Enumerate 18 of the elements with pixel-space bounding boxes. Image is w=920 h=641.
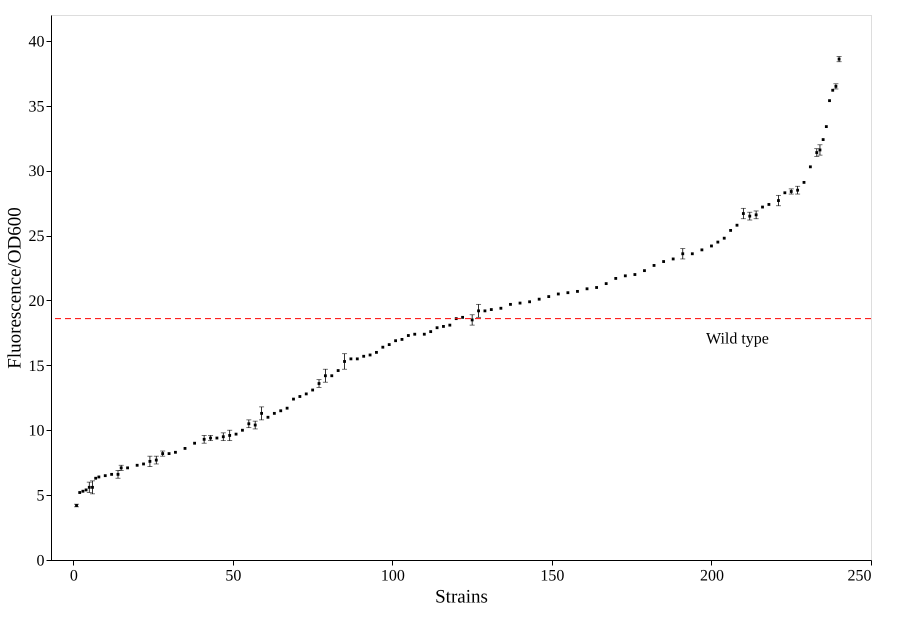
x-tick-label: 150	[540, 568, 564, 584]
x-tick-label: 250	[848, 568, 872, 584]
y-tick-label: 0	[36, 552, 44, 570]
y-tick-label: 25	[28, 228, 44, 246]
y-tick-label: 20	[28, 292, 44, 310]
y-tick-label: 15	[28, 358, 44, 375]
y-tick-label: 35	[28, 98, 44, 116]
y-tick-label: 10	[28, 422, 44, 440]
y-axis-title: Fluorescence/OD600	[4, 207, 26, 369]
x-axis-title: Strains	[435, 586, 488, 608]
y-tick-label: 30	[28, 163, 44, 180]
x-tick-label: 200	[700, 568, 724, 584]
ref-line-label: Wild type	[706, 330, 769, 348]
x-tick-label: 100	[380, 568, 405, 584]
y-tick-label: 5	[36, 488, 44, 505]
x-tick-label: 50	[225, 568, 242, 584]
y-tick-label: 40	[28, 33, 44, 50]
x-tick-label: 0	[70, 568, 78, 584]
